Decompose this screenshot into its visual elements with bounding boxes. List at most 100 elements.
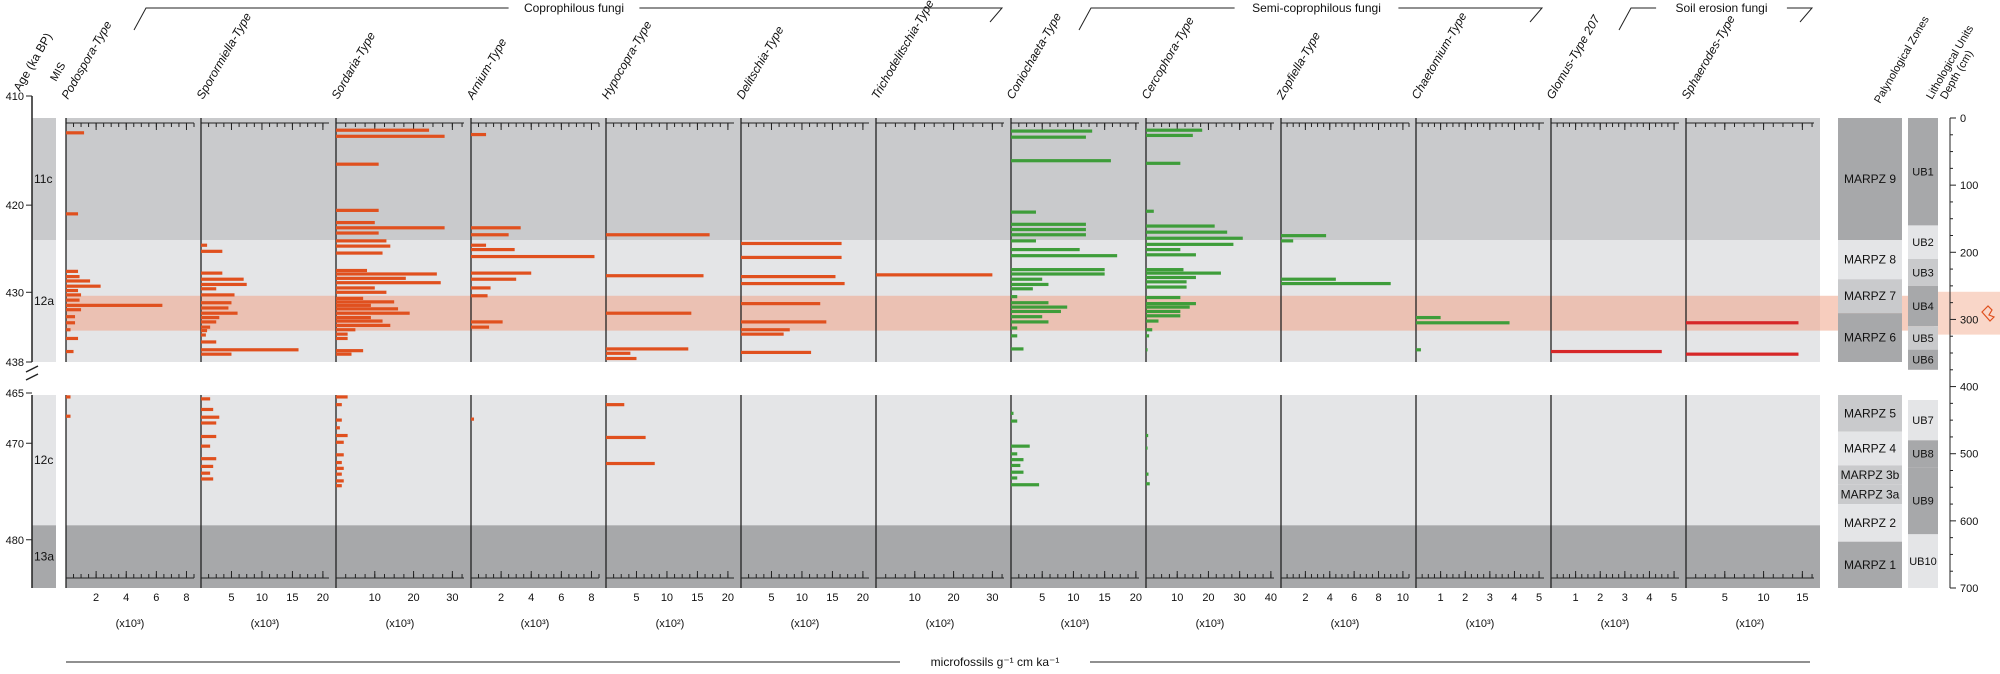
bar: [1686, 352, 1799, 356]
x-tick-label: 10: [369, 592, 381, 604]
x-tick-label: 15: [1796, 592, 1808, 604]
bar: [1146, 334, 1150, 338]
litho-unit-cell: [1908, 534, 1938, 588]
bar: [336, 286, 375, 290]
bar: [1011, 458, 1024, 462]
litho-unit-cell: [1908, 118, 1938, 226]
x-tick-label: 10: [256, 592, 268, 604]
bar: [66, 279, 91, 283]
x-tick-label: 2: [1302, 592, 1308, 604]
age-tick-label: 410: [6, 91, 24, 103]
bar: [1146, 302, 1196, 306]
bar: [1011, 135, 1086, 139]
bar: [66, 131, 85, 135]
bar: [1146, 271, 1221, 275]
bar: [336, 128, 430, 132]
bar: [336, 453, 344, 457]
bar: [336, 332, 348, 336]
group-bracket: [1618, 7, 1814, 31]
bar: [201, 340, 217, 344]
bar: [1011, 411, 1014, 415]
bar: [336, 484, 342, 488]
x-tick-label: 10: [1397, 592, 1409, 604]
x-tick-label: 3: [1622, 592, 1628, 604]
bar: [201, 315, 220, 320]
bar: [1011, 222, 1086, 226]
x-tick-label: 6: [1351, 592, 1357, 604]
litho-unit-label: UB10: [1909, 556, 1937, 568]
bar: [1281, 281, 1391, 286]
bar: [201, 407, 214, 412]
bar: [1146, 319, 1159, 323]
bar: [1011, 470, 1024, 474]
litho-unit-cell: [1908, 326, 1938, 350]
unit-label: (x10³): [1331, 618, 1360, 630]
bar: [1011, 320, 1049, 324]
bar: [1011, 334, 1018, 338]
group-label: Soil erosion fungi: [1675, 1, 1767, 15]
bar: [336, 460, 342, 465]
palyno-zone-cell: [1838, 504, 1902, 542]
x-tick-label: 4: [1327, 592, 1333, 604]
age-tick-label: 430: [6, 287, 24, 299]
mis-axis-title: MIS: [48, 61, 68, 84]
litho-unit-label: UB5: [1912, 333, 1933, 345]
x-tick-label: 30: [986, 592, 998, 604]
palyno-zone-label: MARPZ 5: [1844, 406, 1896, 420]
bar: [1146, 295, 1181, 300]
bar: [1146, 309, 1181, 314]
bar: [201, 329, 208, 333]
age-axis-pad: [32, 96, 56, 118]
bar: [606, 356, 637, 361]
bar: [336, 300, 395, 304]
palyno-zone-label: MARPZ 3b: [1841, 468, 1900, 482]
mis-cell-12c: [32, 395, 56, 526]
x-tick-label: 10: [1171, 592, 1183, 604]
x-tick-label: 8: [1375, 592, 1381, 604]
depth-tick-label: 200: [1960, 247, 1978, 259]
bar: [1146, 285, 1187, 289]
bar: [336, 323, 391, 327]
bar: [1011, 254, 1118, 258]
bar: [201, 333, 206, 337]
bar: [471, 233, 509, 237]
litho-unit-cell: [1908, 285, 1938, 327]
unit-label: (x10³): [1601, 618, 1630, 630]
bar: [1011, 326, 1018, 330]
bar: [201, 311, 238, 315]
age-tick-label: 480: [6, 535, 24, 547]
x-tick-label: 4: [1511, 592, 1517, 604]
litho-unit-cell: [1908, 259, 1938, 286]
bar: [1416, 315, 1441, 320]
depth-tick-label: 300: [1960, 314, 1978, 326]
bar: [471, 325, 490, 329]
x-tick-label: 2: [93, 592, 99, 604]
taxon-title: Zopfiella-Type: [1273, 29, 1323, 102]
bar: [336, 281, 441, 285]
palyno-zone-cell: [1838, 118, 1902, 240]
bar: [1011, 129, 1093, 133]
bar: [471, 286, 491, 290]
mis-shade-11c: [66, 118, 1820, 240]
bar: [1146, 472, 1149, 476]
bar: [1011, 452, 1018, 456]
x-tick-label: 20: [317, 592, 329, 604]
age-tick-label: 420: [6, 200, 24, 212]
bar: [336, 479, 344, 483]
bar: [201, 249, 223, 253]
x-tick-label: 5: [633, 592, 639, 604]
mis-cell-12a: [32, 240, 56, 362]
x-tick-label: 15: [691, 592, 703, 604]
bar: [66, 298, 80, 302]
unit-label: (x10³): [521, 618, 550, 630]
litho-unit-cell: [1908, 400, 1938, 441]
taxon-title: Cercophora-Type: [1138, 14, 1197, 101]
x-tick-label: 1: [1438, 592, 1444, 604]
x-tick-label: 20: [947, 592, 959, 604]
x-tick-label: 10: [1067, 592, 1079, 604]
bar: [336, 244, 391, 248]
age-tick-label: 438: [6, 357, 24, 369]
bar: [471, 271, 532, 275]
age-axis-title: Age (ka BP): [10, 30, 54, 93]
bar: [201, 306, 229, 310]
